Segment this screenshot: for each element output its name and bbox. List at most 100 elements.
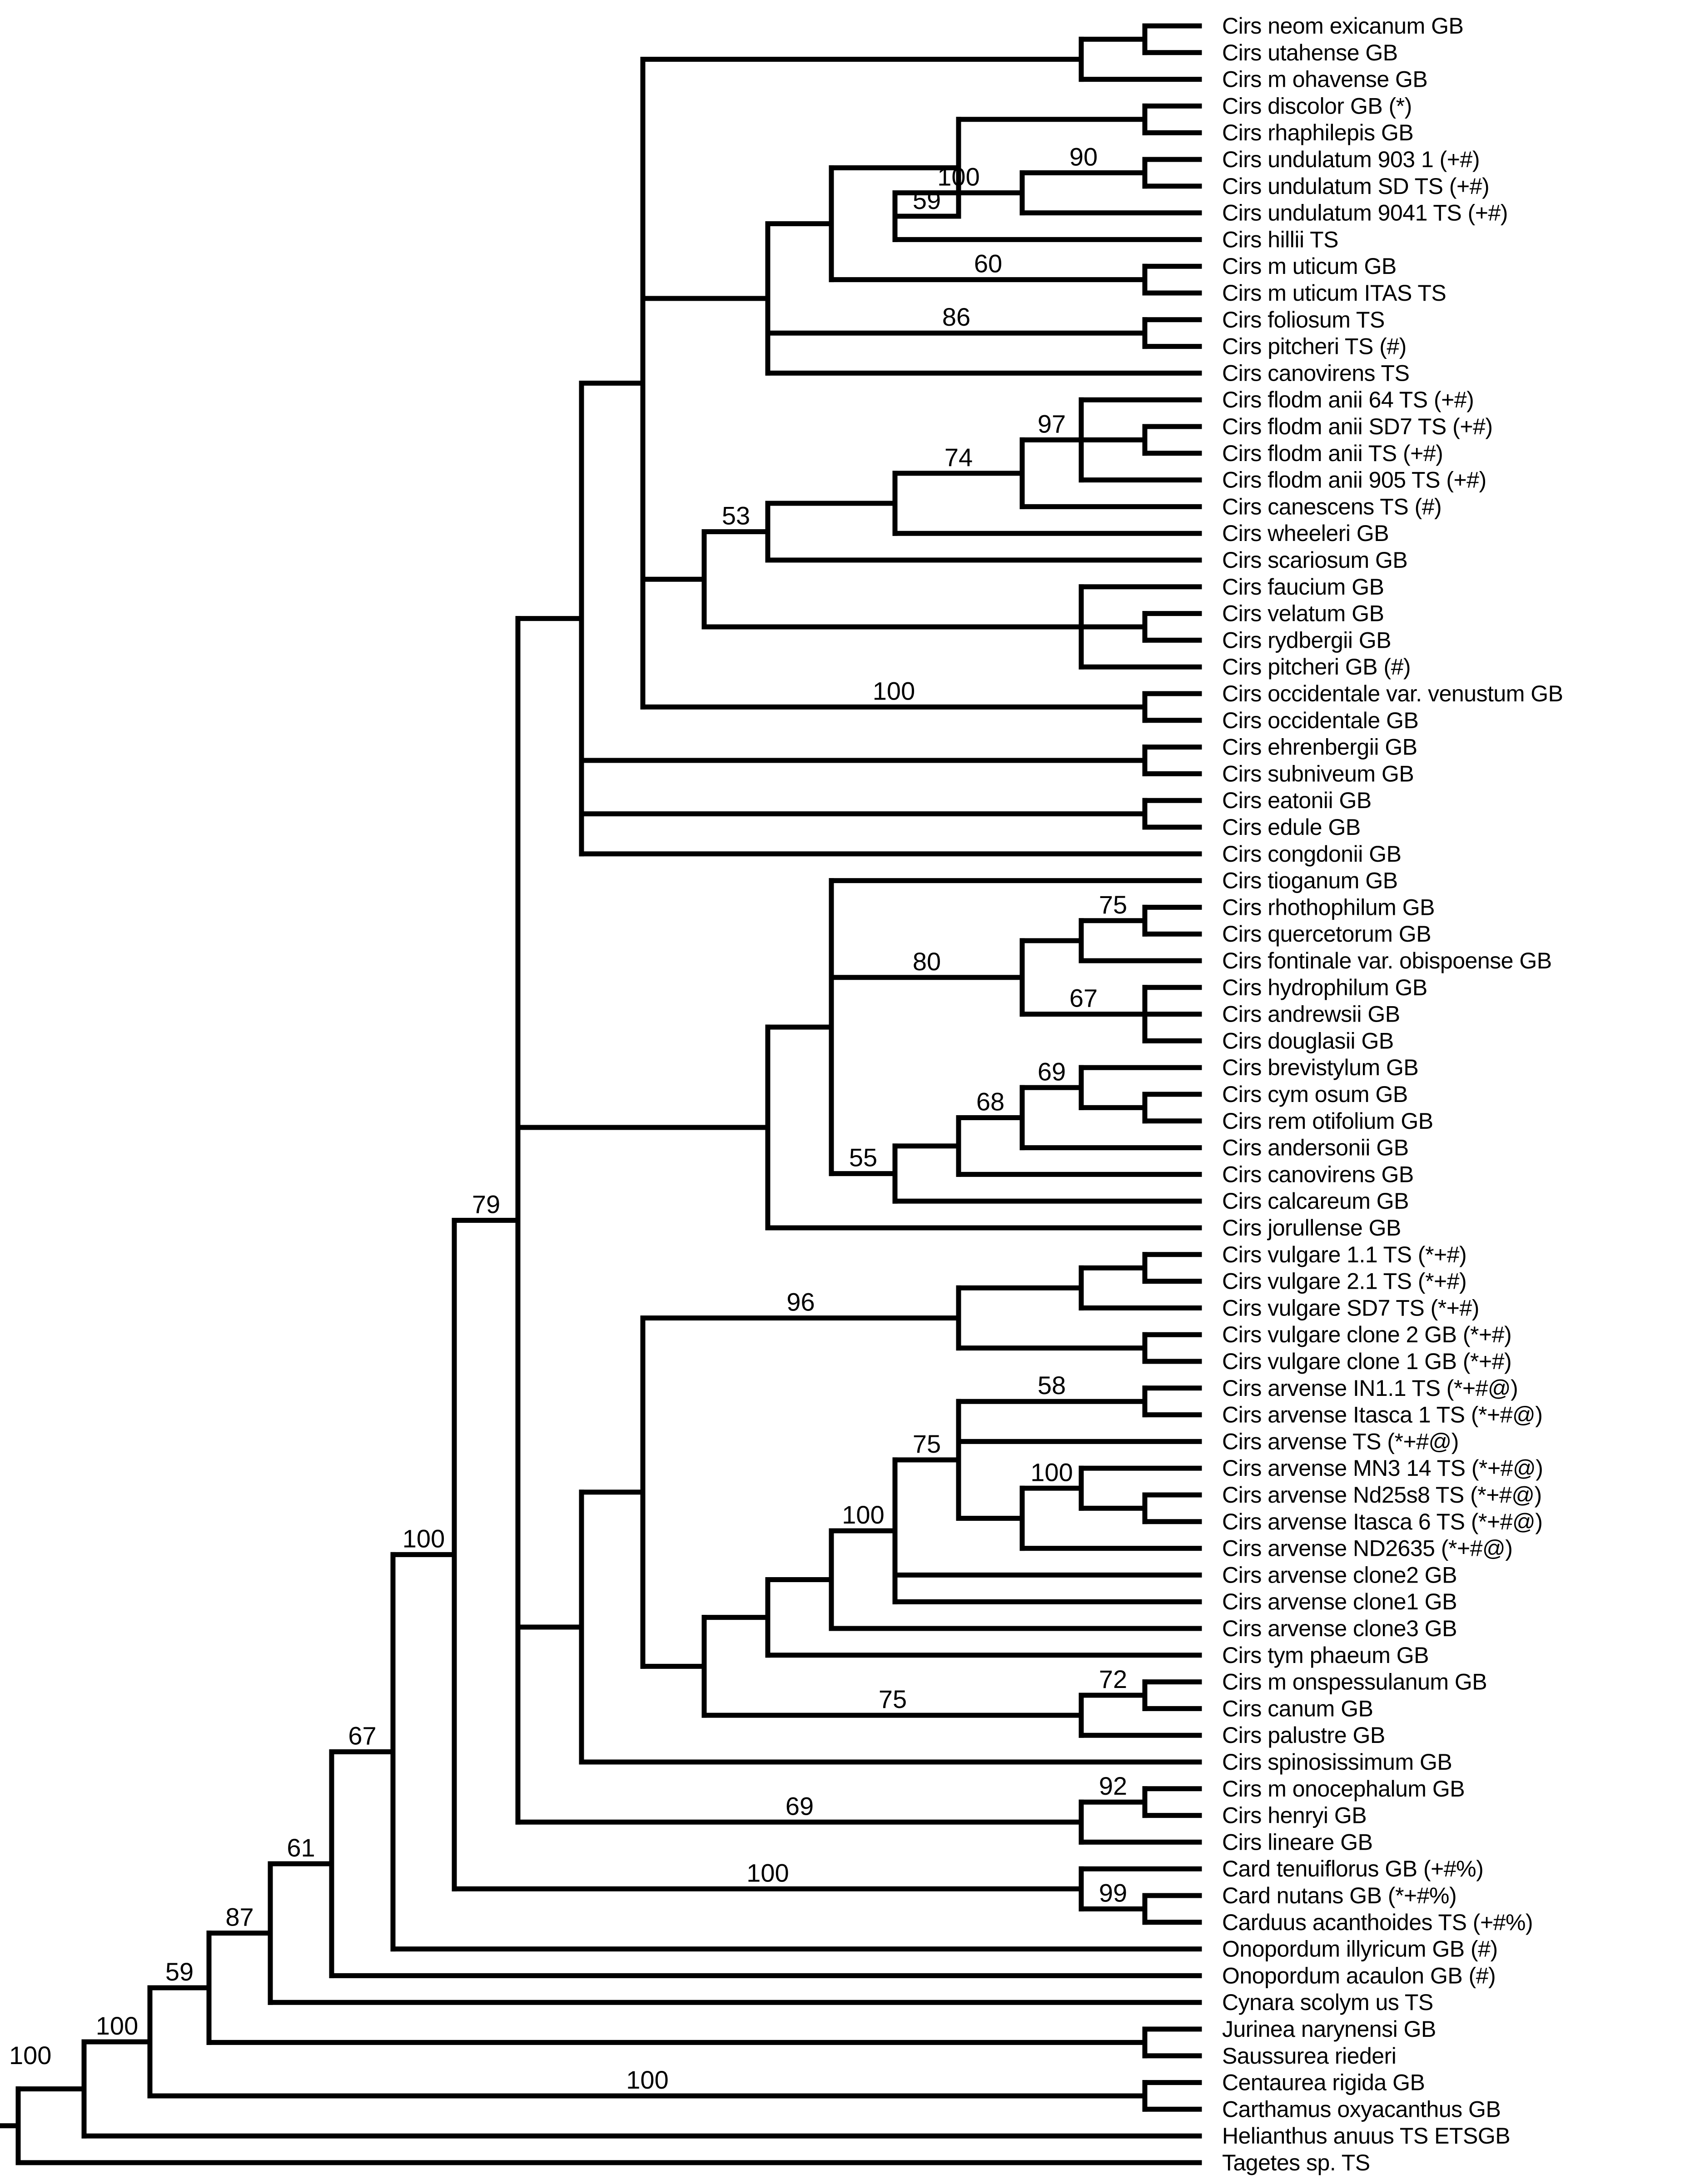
taxon-label: Cirs m ohavense GB [1222, 67, 1427, 92]
taxon-label: Cirs occidentale GB [1222, 708, 1418, 733]
taxon-label: Cirs m onocephalum GB [1222, 1776, 1465, 1802]
taxon-label: Centaurea rigida GB [1222, 2070, 1425, 2095]
taxon-label: Helianthus anuus TS ETSGB [1222, 2123, 1510, 2149]
taxon-label: Cirs vulgare 1.1 TS (*+#) [1222, 1242, 1466, 1267]
taxon-label: Cirs ehrenbergii GB [1222, 735, 1417, 760]
taxon-label: Cirs andersonii GB [1222, 1135, 1409, 1161]
taxon-label: Cirs henryi GB [1222, 1803, 1367, 1828]
bootstrap-support-value: 86 [942, 303, 970, 331]
taxon-label: Cirs arvense clone1 GB [1222, 1589, 1457, 1614]
taxon-label: Cirs tym phaeum GB [1222, 1643, 1429, 1668]
bootstrap-support-value: 53 [722, 501, 750, 530]
taxon-label: Cirs canescens TS (#) [1222, 494, 1441, 519]
bootstrap-support-value: 100 [1030, 1458, 1073, 1486]
taxon-label: Cirs vulgare clone 1 GB (*+#) [1222, 1349, 1511, 1374]
taxon-label: Cirs pitcheri GB (#) [1222, 654, 1411, 680]
taxon-label: Cirs brevistylum GB [1222, 1055, 1418, 1080]
taxon-label: Cirs arvense Itasca 1 TS (*+#@) [1222, 1402, 1542, 1428]
bootstrap-support-value: 100 [937, 163, 979, 191]
taxon-label: Cirs m onspessulanum GB [1222, 1669, 1487, 1695]
taxon-label: Cirs subniveum GB [1222, 761, 1414, 786]
taxon-label: Cirs utahense GB [1222, 40, 1398, 65]
taxon-label: Cirs vulgare 2.1 TS (*+#) [1222, 1269, 1466, 1294]
taxon-label: Cirs vulgare clone 2 GB (*+#) [1222, 1322, 1511, 1347]
taxon-label: Cirs edule GB [1222, 814, 1361, 840]
taxon-label: Cirs flodm anii TS (+#) [1222, 441, 1443, 466]
taxon-label: Cirs arvense ND2635 (*+#@) [1222, 1536, 1512, 1561]
taxon-label: Cirs rhaphilepis GB [1222, 120, 1413, 145]
bootstrap-support-value: 90 [1069, 142, 1098, 171]
bootstrap-support-value: 55 [849, 1143, 877, 1172]
taxon-label: Cirs arvense IN1.1 TS (*+#@) [1222, 1375, 1518, 1401]
taxon-label: Cirs rhothophilum GB [1222, 894, 1435, 920]
bootstrap-support-value: 67 [348, 1721, 376, 1750]
taxon-label: Cirs arvense TS (*+#@) [1222, 1429, 1459, 1454]
bootstrap-support-value: 59 [165, 1957, 194, 1986]
taxon-label: Cirs occidentale var. venustum GB [1222, 681, 1563, 706]
taxon-label: Onopordum acaulon GB (#) [1222, 1963, 1496, 1988]
bootstrap-support-value: 80 [913, 947, 941, 976]
bootstrap-support-value: 58 [1038, 1371, 1066, 1400]
taxon-label: Cirs flodm anii 64 TS (+#) [1222, 387, 1474, 412]
bootstrap-support-value: 75 [1099, 890, 1127, 919]
taxon-label: Cirs arvense Nd25s8 TS (*+#@) [1222, 1482, 1542, 1508]
bootstrap-support-value: 75 [879, 1685, 907, 1713]
taxon-label: Cirs pitcheri TS (#) [1222, 334, 1407, 359]
taxon-label: Cirs calcareum GB [1222, 1188, 1409, 1214]
taxon-label: Cirs faucium GB [1222, 574, 1384, 600]
bootstrap-support-value: 99 [1099, 1878, 1127, 1907]
taxon-label: Cirs douglasii GB [1222, 1028, 1394, 1053]
taxon-label: Cirs fontinale var. obispoense GB [1222, 948, 1552, 973]
bootstrap-support-value: 74 [944, 443, 973, 472]
taxon-label: Cirs scariosum GB [1222, 547, 1407, 573]
taxon-label: Cirs wheeleri GB [1222, 521, 1389, 546]
taxon-label: Cirs spinosissimum GB [1222, 1749, 1452, 1775]
bootstrap-support-value: 87 [225, 1903, 254, 1931]
taxon-label: Cirs jorullense GB [1222, 1215, 1401, 1241]
taxon-label: Carthamus oxyacanthus GB [1222, 2096, 1501, 2122]
taxon-label: Tagetes sp. TS [1222, 2150, 1370, 2175]
bootstrap-support-value: 69 [785, 1792, 814, 1820]
bootstrap-support-value: 72 [1099, 1665, 1127, 1693]
bootstrap-support-value: 59 [913, 186, 941, 214]
taxon-label: Card nutans GB (*+#%) [1222, 1883, 1456, 1908]
bootstrap-support-value: 100 [96, 2011, 138, 2040]
bootstrap-support-value: 100 [842, 1500, 884, 1529]
taxon-label: Cirs rydbergii GB [1222, 627, 1391, 653]
taxon-label: Cirs flodm anii SD7 TS (+#) [1222, 414, 1492, 439]
taxon-label: Cirs rem otifolium GB [1222, 1108, 1433, 1134]
bootstrap-support-value: 79 [472, 1190, 500, 1218]
bootstrap-support-value: 100 [403, 1524, 445, 1553]
taxon-label: Cirs neom exicanum GB [1222, 13, 1463, 39]
bootstrap-support-value: 100 [9, 2041, 51, 2070]
taxon-label: Cirs tioganum GB [1222, 868, 1398, 893]
taxon-label: Cirs cym osum GB [1222, 1082, 1408, 1107]
bootstrap-support-value: 100 [873, 676, 915, 705]
taxon-label: Cirs canovirens GB [1222, 1161, 1414, 1187]
bootstrap-support-value: 97 [1038, 409, 1066, 438]
taxon-label: Cynara scolym us TS [1222, 1990, 1433, 2015]
taxon-label: Cirs hydrophilum GB [1222, 975, 1427, 1000]
taxon-label: Cirs velatum GB [1222, 601, 1384, 626]
taxon-label: Cirs canovirens TS [1222, 360, 1409, 386]
taxon-label: Cirs palustre GB [1222, 1722, 1385, 1748]
bootstrap-support-value: 69 [1038, 1057, 1066, 1086]
taxon-label: Cirs hillii TS [1222, 227, 1338, 252]
taxon-label: Cirs arvense Itasca 6 TS (*+#@) [1222, 1509, 1542, 1534]
taxon-label: Cirs m uticum GB [1222, 253, 1397, 279]
bootstrap-support-value: 75 [913, 1430, 941, 1458]
bootstrap-support-value: 96 [786, 1287, 815, 1316]
taxon-label: Jurinea narynensi GB [1222, 2016, 1436, 2042]
taxon-label: Carduus acanthoides TS (+#%) [1222, 1910, 1533, 1935]
bootstrap-support-value: 100 [746, 1858, 789, 1887]
taxon-label: Cirs undulatum 9041 TS (+#) [1222, 200, 1508, 226]
taxon-label: Cirs foliosum TS [1222, 307, 1385, 333]
bootstrap-support-value: 67 [1069, 984, 1098, 1013]
taxon-label: Onopordum illyricum GB (#) [1222, 1936, 1498, 1962]
bootstrap-support-value: 92 [1099, 1772, 1127, 1800]
taxon-label: Cirs undulatum 903 1 (+#) [1222, 147, 1480, 172]
bootstrap-support-value: 68 [976, 1087, 1004, 1116]
bootstrap-support-value: 61 [287, 1833, 315, 1862]
taxon-label: Card tenuiflorus GB (+#%) [1222, 1856, 1483, 1881]
